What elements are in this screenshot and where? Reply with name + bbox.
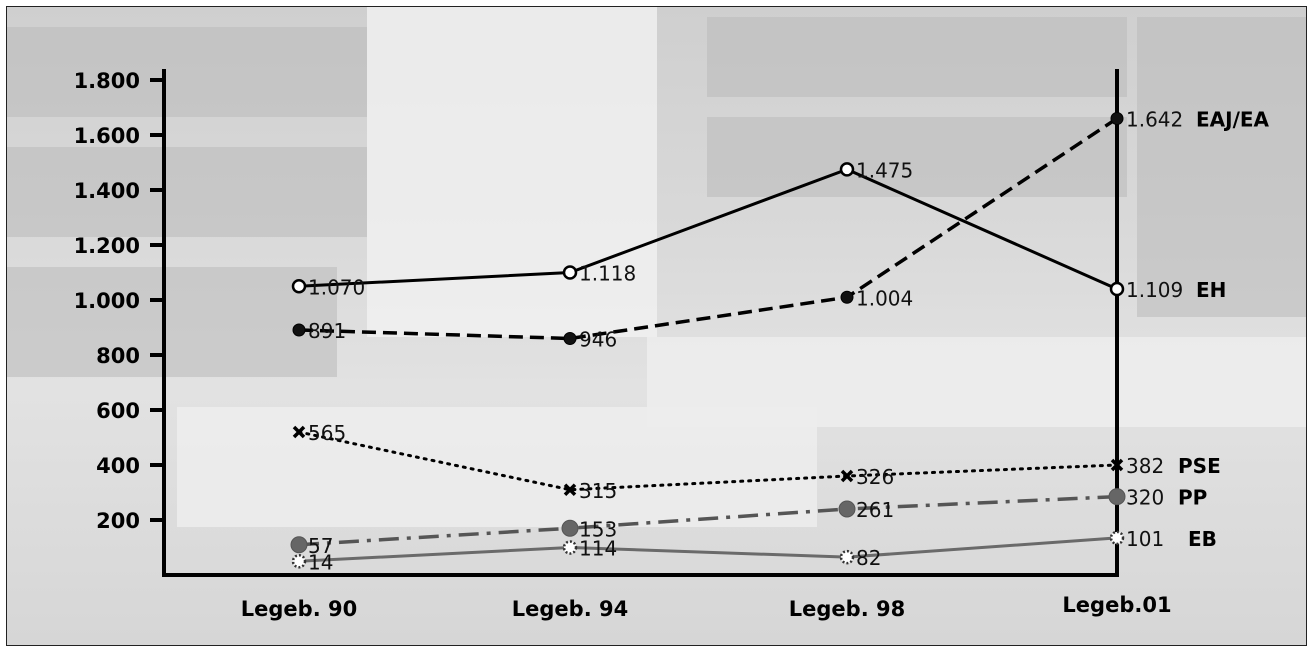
data-point-gray-circle — [561, 519, 579, 537]
library-background-photo — [7, 7, 1306, 645]
series-layer: 1.070 1.118 1.475 1.109 EH 891 946 1.004 1.642 EA… — [290, 108, 1270, 574]
bookshelf-shape — [7, 267, 337, 377]
data-point-gray-circle — [1108, 488, 1126, 506]
data-label: 1.070 — [308, 275, 365, 299]
bookshelf-shape — [707, 17, 1127, 97]
chart-frame: 1.800 1.600 1.400 1.200 1.000 800 600 400 200 Le… — [6, 6, 1307, 646]
data-label: 320 — [1126, 486, 1164, 510]
x-category-label: Legeb. 90 — [241, 597, 357, 621]
data-point-open-circle — [839, 162, 855, 177]
series-name-label: PP — [1178, 486, 1207, 510]
data-label: 1.004 — [856, 286, 913, 310]
data-label: 1.118 — [579, 262, 636, 286]
data-point-filled-circle — [292, 323, 306, 337]
line-chart: 1.800 1.600 1.400 1.200 1.000 800 600 400 200 Le… — [74, 69, 1270, 621]
data-label: 891 — [308, 319, 346, 343]
data-point-x — [840, 469, 854, 483]
data-label: 1.109 — [1126, 278, 1183, 302]
data-label: 82 — [856, 546, 881, 570]
y-tick-label: 1.200 — [74, 234, 140, 258]
data-label: 315 — [579, 479, 617, 503]
x-marker-stroke — [563, 483, 577, 496]
data-point-filled-circle — [1110, 112, 1124, 125]
series-line-pse — [297, 430, 1119, 492]
window-shape — [367, 7, 657, 337]
y-tick-label: 1.600 — [74, 124, 140, 148]
table-shape — [647, 337, 1306, 427]
data-point-flower — [1109, 530, 1125, 546]
x-category-label: Legeb.01 — [1062, 593, 1171, 617]
y-tick-label: 600 — [96, 399, 140, 423]
data-label: 1.475 — [856, 158, 913, 182]
y-tick-label: 200 — [96, 509, 140, 533]
table-shape — [177, 407, 817, 527]
x-category-label: Legeb. 94 — [512, 597, 628, 621]
data-label: 1.642 — [1126, 108, 1183, 132]
data-point-filled-circle — [563, 332, 577, 345]
series-name-label: EB — [1188, 527, 1217, 551]
data-point-open-circle — [291, 279, 307, 294]
data-label: 382 — [1126, 454, 1164, 478]
data-point-open-circle — [1109, 281, 1125, 297]
data-label: 565 — [308, 421, 346, 445]
bookshelf-shape — [1137, 17, 1306, 317]
data-point-gray-circle — [838, 500, 856, 518]
data-point-flower — [562, 540, 578, 555]
data-point-gray-circle — [290, 536, 308, 554]
y-tick-label: 800 — [96, 344, 140, 368]
data-label: 101 — [1126, 527, 1164, 551]
data-point-x — [1110, 458, 1124, 472]
series-name-label: PSE — [1178, 454, 1221, 478]
series-line-eb — [298, 536, 1118, 563]
data-label: 153 — [579, 517, 617, 541]
data-label: 14 — [308, 550, 333, 574]
x-axis-labels: Legeb. 90 Legeb. 94 Legeb. 98 Legeb.01 — [241, 593, 1172, 621]
series-line-eh — [298, 167, 1118, 291]
bookshelf-shape — [7, 147, 367, 237]
data-point-flower — [839, 549, 855, 565]
data-label: 57 — [308, 534, 333, 558]
x-marker-stroke — [292, 425, 306, 439]
x-marker-stroke — [840, 469, 854, 483]
data-point-filled-circle — [840, 290, 854, 304]
series-name-label: EAJ/EA — [1196, 108, 1270, 132]
series-line-eaj-ea — [298, 117, 1118, 341]
data-point-flower — [291, 554, 307, 569]
series-name-label: EH — [1196, 278, 1226, 302]
data-label: 326 — [856, 465, 894, 489]
x-marker-stroke — [1110, 458, 1124, 472]
data-point-open-circle — [562, 265, 578, 280]
y-tick-label: 1.400 — [74, 179, 140, 203]
data-label: 946 — [579, 328, 617, 352]
data-label: 261 — [856, 498, 894, 522]
data-point-x — [292, 425, 306, 439]
series-line-pp — [298, 494, 1118, 547]
bookshelf-shape — [7, 27, 367, 117]
y-tick-label: 1.800 — [74, 69, 140, 93]
data-label: 114 — [579, 537, 617, 561]
y-tick-label: 1.000 — [74, 289, 140, 313]
data-point-x — [563, 483, 577, 496]
y-axis-ticks: 1.800 1.600 1.400 1.200 1.000 800 600 400 200 — [74, 69, 164, 533]
y-tick-label: 400 — [96, 454, 140, 478]
x-category-label: Legeb. 98 — [789, 597, 905, 621]
